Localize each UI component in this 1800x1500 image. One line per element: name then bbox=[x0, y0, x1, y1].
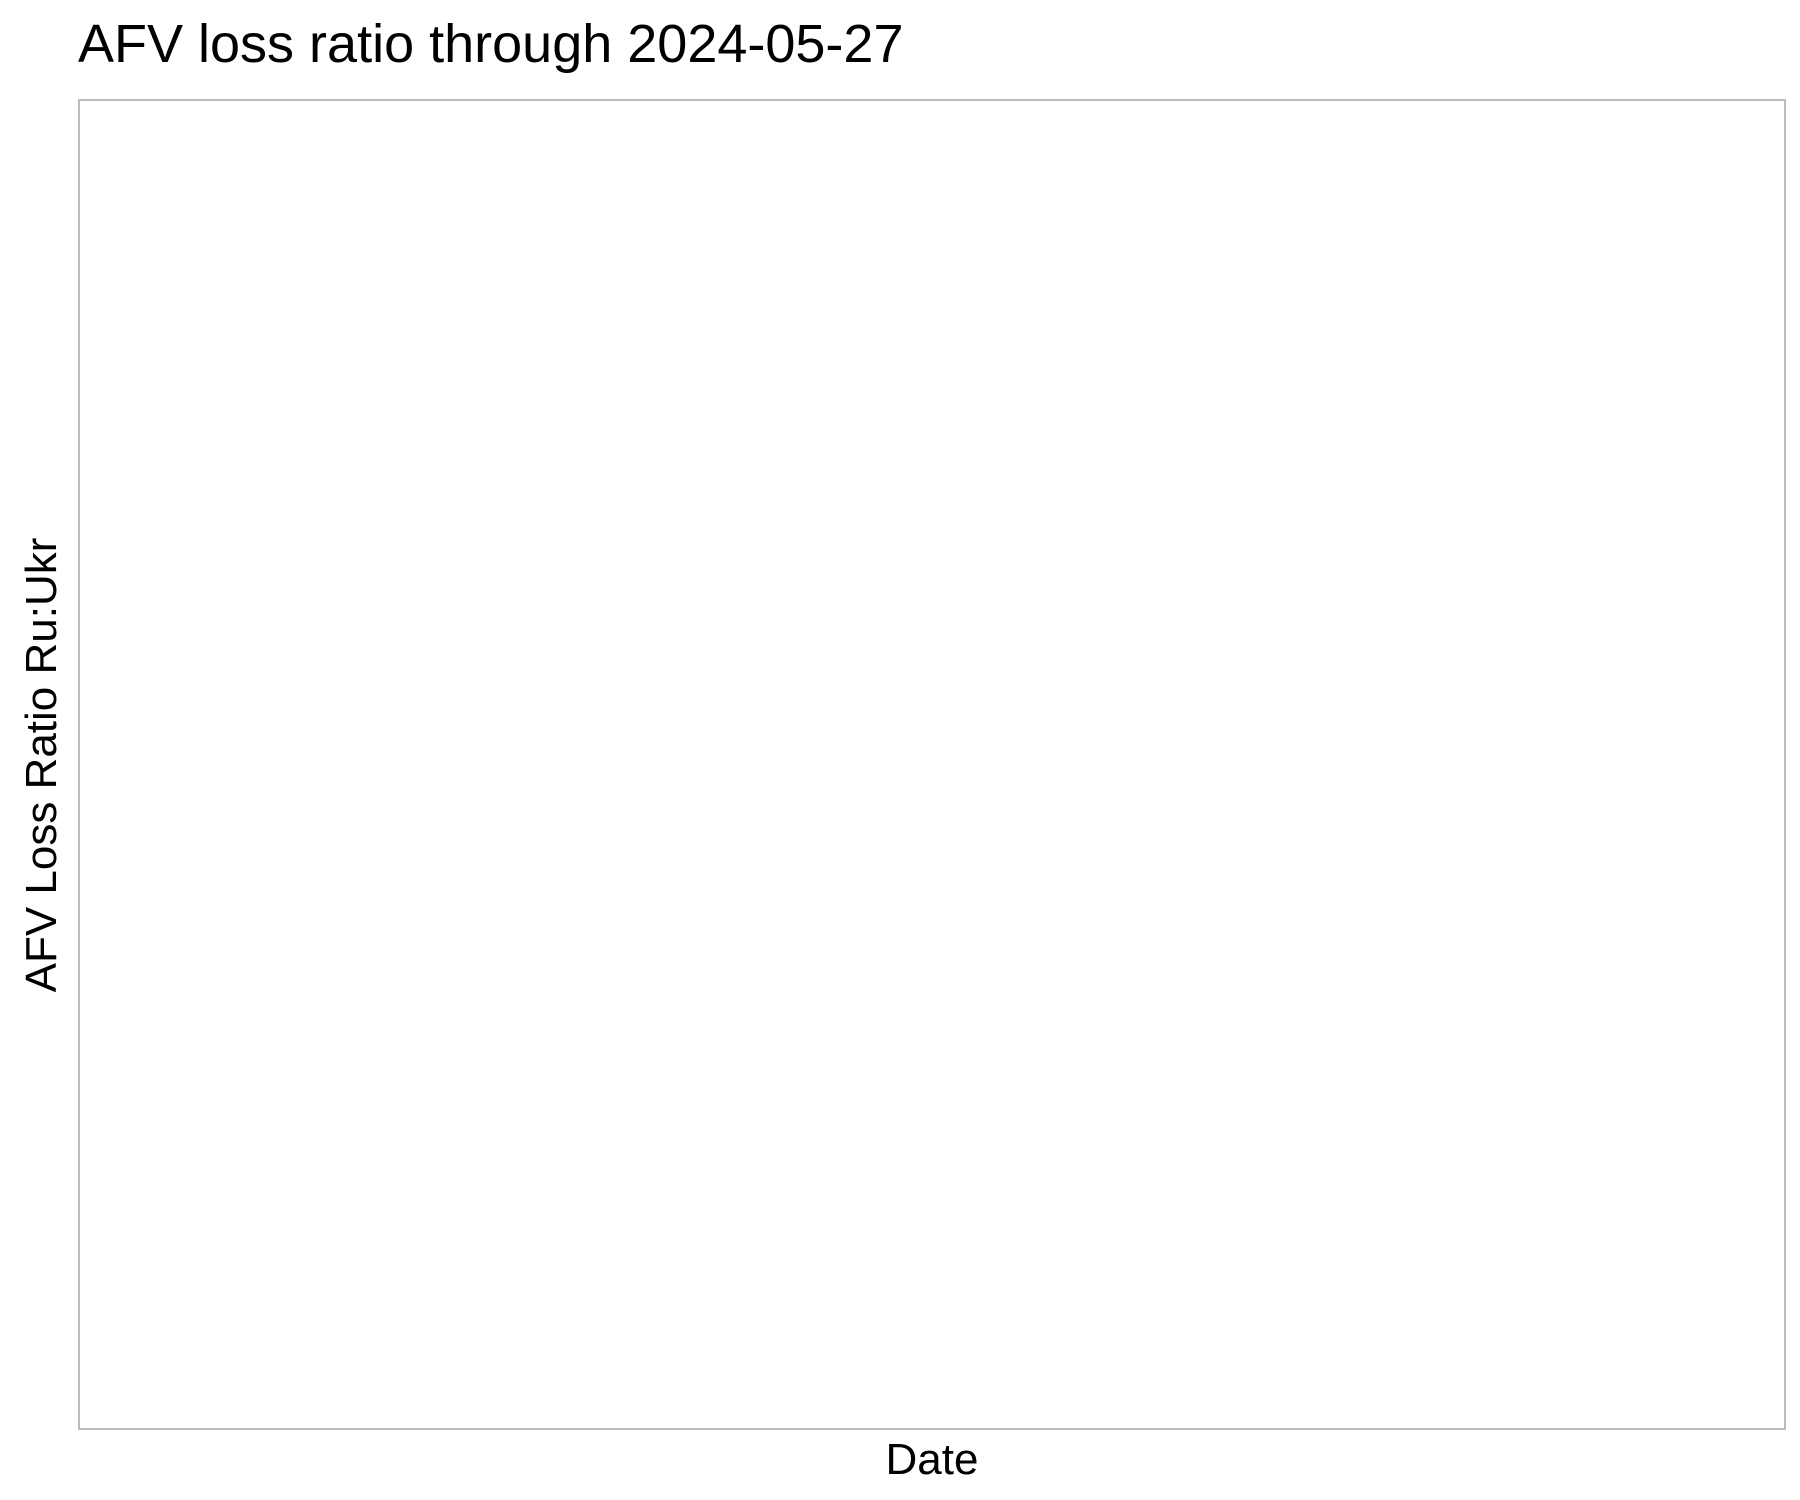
chart-title: AFV loss ratio through 2024-05-27 bbox=[78, 14, 903, 74]
y-axis-label: AFV Loss Ratio Ru:Ukr bbox=[17, 538, 66, 993]
x-axis-label: Date bbox=[886, 1435, 979, 1484]
plot-area bbox=[78, 99, 1786, 1430]
